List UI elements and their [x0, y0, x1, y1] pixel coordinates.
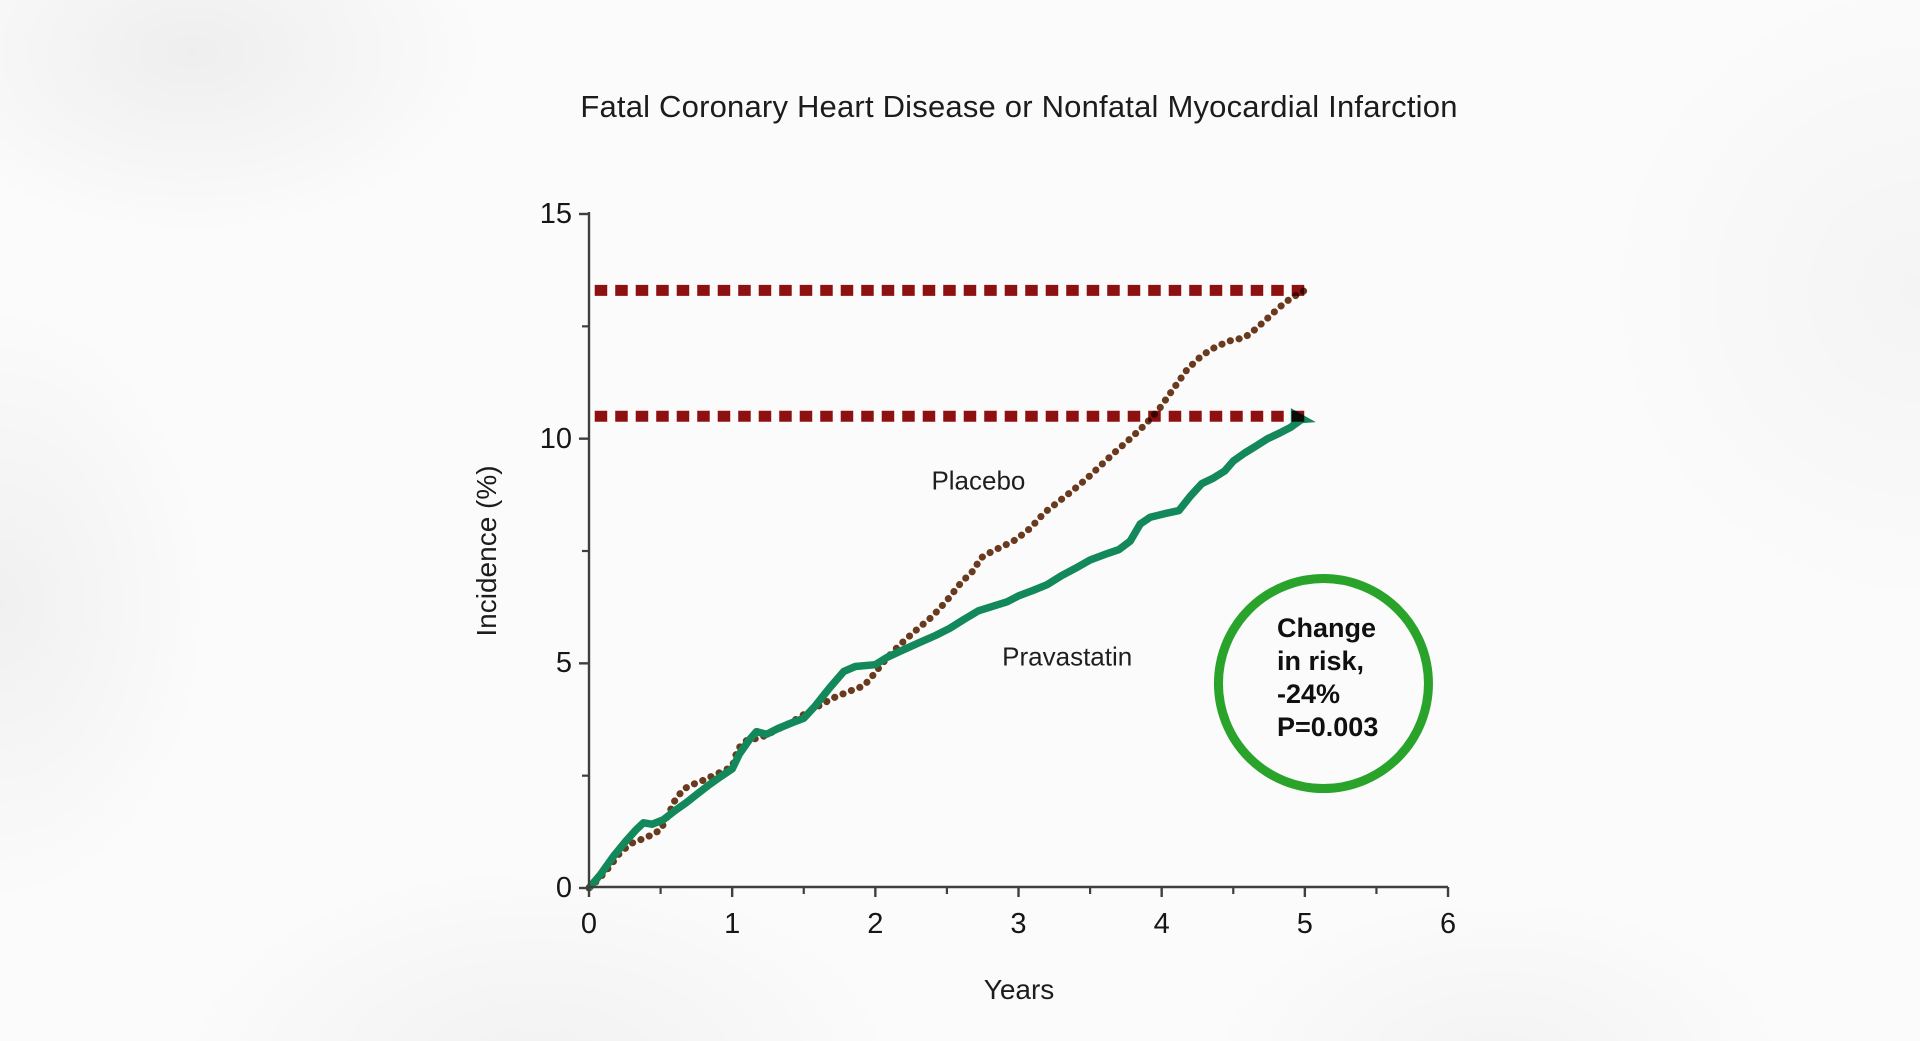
x-tick-label: 4 [1153, 908, 1170, 940]
y-tick-label: 0 [555, 872, 572, 904]
x-tick-label: 5 [1296, 908, 1313, 940]
placebo-curve [585, 286, 1309, 892]
y-tick-label: 15 [539, 198, 572, 230]
x-tick-label: 0 [580, 908, 598, 940]
annotation-line-1: Change [1277, 613, 1377, 643]
chart-title: Fatal Coronary Heart Disease or Nonfatal… [580, 89, 1458, 124]
annotation-line-2: in risk, [1277, 646, 1365, 676]
x-tick-label: 1 [724, 908, 741, 940]
series-label-placebo: Placebo [931, 465, 1026, 496]
annotation-circle-text: Change in risk, -24% P=0.003 [1277, 612, 1378, 744]
pravastatin-curve-end-tip [1290, 408, 1316, 425]
y-tick-label: 5 [555, 647, 572, 680]
ticks-group [579, 212, 1450, 897]
x-axis-title: Years [983, 974, 1055, 1005]
annotation-line-4: P=0.003 [1277, 712, 1379, 742]
x-tick-label: 3 [1010, 908, 1027, 940]
y-axis-title: Incidence (%) [471, 465, 502, 637]
annotation-line-3: -24% [1277, 679, 1341, 709]
annotation-circle [1213, 574, 1433, 794]
pravastatin-curve [586, 414, 1307, 891]
y-tick-label: 10 [539, 422, 572, 455]
curves-group [585, 286, 1316, 892]
x-tick-label: 6 [1439, 908, 1457, 940]
series-label-pravastatin: Pravastatin [1002, 641, 1133, 672]
x-tick-label: 2 [867, 908, 884, 940]
